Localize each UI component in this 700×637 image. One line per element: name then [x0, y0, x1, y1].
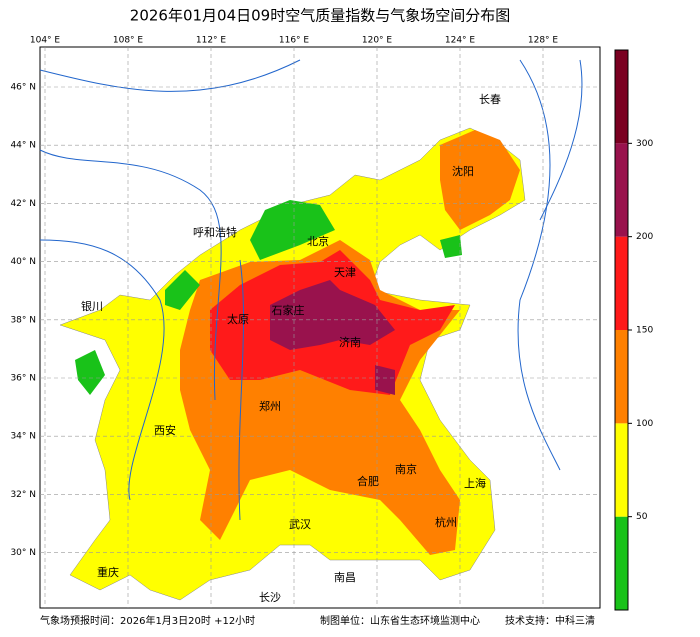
latitude-label: 34° N	[10, 432, 36, 442]
city-label: 重庆	[97, 565, 119, 579]
colorbar-tick-label: 200	[636, 232, 653, 242]
colorbar-tick-label: 100	[636, 419, 653, 429]
city-label: 南京	[395, 462, 417, 476]
colorbar-tick-label: 50	[636, 512, 648, 522]
longitude-label: 124° E	[445, 36, 476, 46]
latitude-label: 40° N	[10, 257, 36, 267]
colorbar-band	[615, 516, 628, 610]
isobar	[39, 149, 222, 401]
colorbar-band	[615, 330, 628, 424]
city-label: 天津	[334, 266, 356, 279]
isobar	[517, 59, 561, 471]
city-label: 太原	[227, 313, 249, 326]
city-label: 武汉	[289, 518, 311, 531]
aqi-green	[75, 200, 462, 395]
longitude-label: 120° E	[362, 36, 393, 46]
isobars	[39, 59, 583, 521]
latitude-label: 46° N	[10, 83, 36, 93]
colorbar-band	[615, 50, 628, 144]
longitude-label: 112° E	[196, 36, 227, 46]
footer-time: 气象场预报时间：2026年1月3日20时 +12小时	[40, 614, 255, 627]
city-label: 沈阳	[452, 164, 474, 178]
city-label: 石家庄	[272, 303, 305, 317]
city-label: 西安	[154, 423, 176, 437]
colorbar-tick-label: 150	[636, 326, 653, 336]
city-label: 杭州	[435, 515, 457, 529]
latitude-label: 30° N	[10, 548, 36, 558]
aqi-purple	[270, 280, 395, 395]
city-label: 郑州	[259, 399, 281, 413]
city-label: 呼和浩特	[193, 225, 237, 239]
colorbar: 50 100 150 200 300	[614, 49, 653, 611]
isobar	[238, 259, 244, 521]
colorbar-band	[615, 236, 628, 330]
isobar	[39, 239, 165, 501]
latitude-label: 36° N	[10, 374, 36, 384]
longitude-label: 104° E	[30, 36, 61, 46]
city-label: 上海	[464, 476, 486, 490]
latitude-label: 44° N	[10, 141, 36, 151]
graticule	[40, 47, 600, 608]
isobar	[39, 59, 301, 92]
colorbar-tick-label: 300	[636, 139, 653, 149]
longitude-label: 108° E	[113, 36, 144, 46]
longitude-label: 116° E	[279, 36, 310, 46]
city-label: 北京	[307, 234, 329, 248]
title: 2026年01月04日09时空气质量指数与气象场空间分布图	[130, 7, 510, 25]
footer-support: 技术支持：中科三清	[505, 614, 595, 627]
city-label: 银川	[81, 299, 103, 313]
longitude-label: 128° E	[528, 36, 559, 46]
isobar	[539, 59, 583, 221]
colorbar-band	[615, 143, 628, 237]
latitude-label: 38° N	[10, 315, 36, 325]
latitude-label: 42° N	[10, 199, 36, 209]
city-label: 济南	[339, 335, 361, 349]
latitude-label: 32° N	[10, 490, 36, 500]
colorbar-band	[615, 423, 628, 517]
footer-producer: 制图单位：山东省生态环境监测中心	[320, 614, 480, 627]
city-label: 合肥	[357, 474, 379, 488]
city-label: 长沙	[259, 591, 281, 604]
city-label: 长春	[479, 93, 501, 106]
city-label: 南昌	[334, 571, 356, 584]
